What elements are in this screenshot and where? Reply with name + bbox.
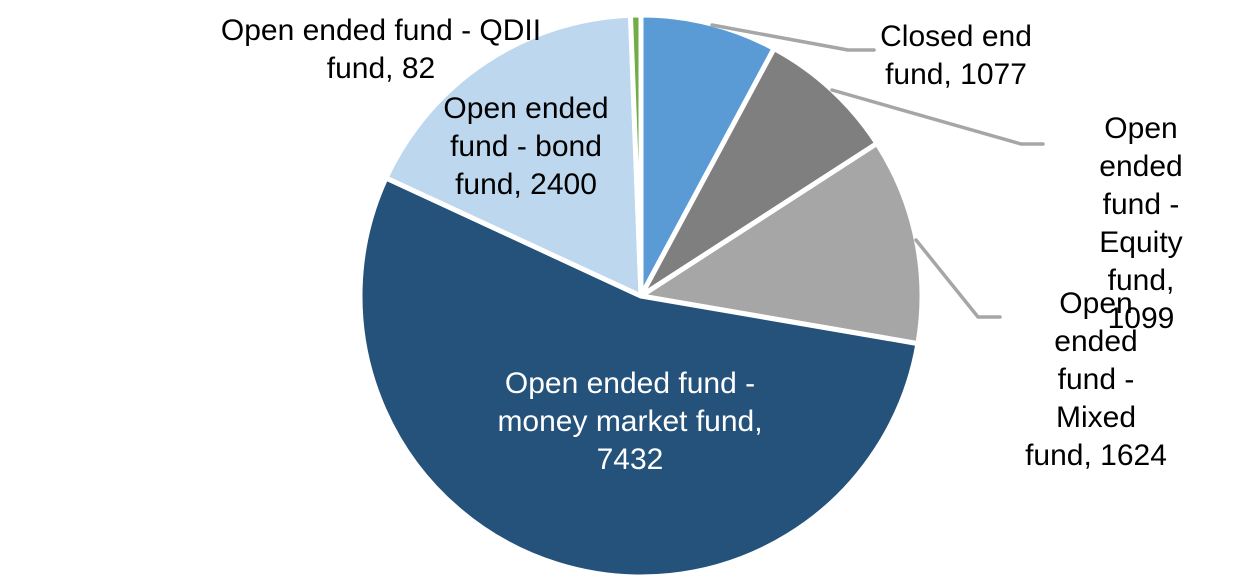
pie-slice-open-ended-bond-fund[interactable]: [383, 12, 644, 299]
slice-label-closed-end-fund: Closed end fund, 1077: [880, 20, 1032, 91]
pie-slice-closed-end-fund[interactable]: [638, 12, 777, 299]
leader-line-equity-fund: [830, 88, 1045, 146]
pie-slice-open-ended-qdii-fund[interactable]: [627, 12, 644, 299]
slice-label-equity-fund: Open ended fund - Equity fund, 1099: [1099, 112, 1183, 335]
leader-line-mixed-fund: [914, 238, 1002, 319]
slice-label-money-market-fund: Open ended fund - money market fund, 743…: [497, 367, 763, 476]
slice-label-bond-fund: Open ended fund - bond fund, 2400: [443, 92, 609, 201]
pie-slice-open-ended-money-market-fund[interactable]: [357, 175, 921, 580]
slice-label-mixed-fund: Open ended fund - Mixed fund, 1624: [1025, 287, 1167, 472]
slice-label-qdii-fund: Open ended fund - QDII fund, 82: [220, 14, 542, 85]
leader-line-closed-end-fund: [710, 23, 876, 52]
